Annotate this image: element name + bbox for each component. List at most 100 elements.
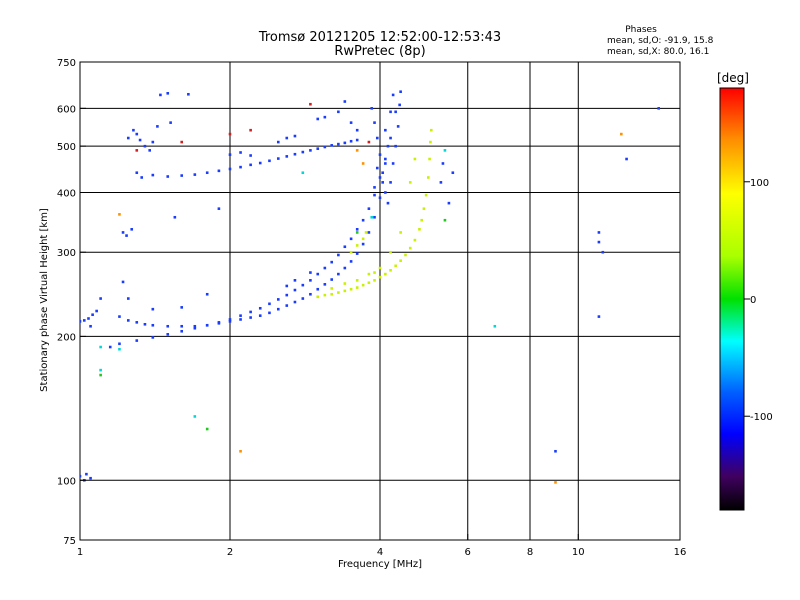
data-point — [389, 268, 392, 272]
data-point — [378, 266, 382, 270]
data-point — [373, 193, 376, 197]
data-point — [276, 307, 280, 311]
data-point — [394, 264, 397, 268]
data-point — [249, 310, 252, 314]
data-point — [228, 132, 232, 136]
data-point — [80, 320, 82, 323]
data-point — [424, 193, 428, 197]
data-point — [355, 128, 359, 132]
data-point — [337, 272, 340, 276]
data-point — [378, 176, 382, 179]
data-point — [166, 324, 170, 328]
data-point — [378, 196, 382, 200]
data-point — [316, 147, 320, 150]
data-point — [337, 110, 340, 114]
data-point — [408, 246, 412, 250]
data-point — [418, 228, 421, 231]
data-point — [367, 231, 371, 234]
data-point — [330, 260, 334, 264]
y-tick-label: 200 — [57, 332, 76, 343]
data-point — [399, 90, 402, 94]
data-point — [132, 128, 135, 132]
data-point — [151, 307, 155, 311]
data-points — [80, 90, 660, 484]
legend-header: Phases — [625, 25, 657, 35]
data-point — [89, 324, 92, 328]
data-point — [239, 314, 242, 317]
data-point — [258, 306, 262, 310]
data-point — [447, 201, 451, 205]
data-point — [429, 128, 433, 132]
data-point — [373, 186, 376, 189]
data-point — [309, 279, 312, 282]
data-point — [330, 144, 334, 147]
data-point — [135, 132, 139, 136]
data-point — [126, 136, 130, 140]
data-point — [293, 288, 297, 292]
colorbar — [719, 87, 745, 511]
data-point — [330, 287, 334, 290]
data-point — [597, 315, 601, 318]
data-point — [554, 449, 557, 453]
data-point — [285, 284, 289, 288]
data-point — [657, 107, 660, 110]
data-point — [330, 278, 334, 281]
data-point — [386, 144, 390, 148]
chart-title: Tromsø 20121205 12:52:00-12:53:43 — [258, 30, 501, 45]
data-point — [386, 201, 390, 205]
data-point — [384, 272, 387, 276]
data-point — [249, 163, 252, 167]
data-point — [138, 138, 142, 142]
data-point — [205, 171, 209, 175]
x-axis-label: Frequency [MHz] — [338, 559, 422, 570]
data-point — [135, 149, 139, 152]
data-point — [355, 138, 359, 142]
data-point — [343, 141, 347, 145]
data-point — [378, 275, 382, 279]
data-point — [343, 289, 347, 293]
data-point — [389, 110, 392, 114]
data-point — [355, 244, 359, 247]
data-point — [228, 153, 232, 156]
data-point — [169, 121, 172, 124]
data-point — [309, 292, 312, 296]
x-tick-label: 16 — [674, 547, 687, 558]
data-point — [389, 136, 392, 140]
colorbar-label: [deg] — [717, 71, 749, 85]
data-point — [343, 245, 347, 249]
y-axis-ticks: 75 100 200 300 400 500 600 750 — [57, 58, 86, 547]
colorbar-ticks: 100 0 -100 — [744, 178, 773, 423]
data-point — [373, 121, 376, 124]
data-point — [205, 427, 209, 431]
data-point — [258, 314, 262, 317]
data-point — [249, 154, 252, 157]
data-point — [398, 103, 401, 107]
data-point — [173, 215, 177, 219]
data-point — [391, 93, 395, 97]
data-point — [384, 157, 387, 161]
data-point — [355, 231, 359, 234]
data-point — [349, 250, 353, 254]
data-point — [343, 266, 347, 270]
data-point — [217, 207, 221, 210]
data-point — [355, 252, 359, 255]
data-point — [439, 181, 443, 184]
data-point — [378, 153, 382, 156]
data-point — [349, 237, 353, 241]
data-point — [426, 176, 430, 179]
data-point — [367, 272, 371, 276]
data-point — [276, 298, 280, 301]
data-point — [151, 140, 155, 144]
data-point — [413, 157, 417, 161]
data-point — [99, 373, 102, 377]
data-point — [293, 152, 297, 156]
x-tick-label: 10 — [572, 547, 585, 558]
x-tick-label: 4 — [377, 547, 383, 558]
data-point — [268, 311, 271, 315]
data-point — [118, 347, 121, 351]
data-point — [323, 145, 327, 149]
data-point — [118, 342, 121, 346]
data-point — [151, 173, 155, 177]
x-axis-ticks: 1 2 4 6 8 10 16 — [77, 534, 687, 558]
y-tick-label: 300 — [57, 248, 76, 259]
